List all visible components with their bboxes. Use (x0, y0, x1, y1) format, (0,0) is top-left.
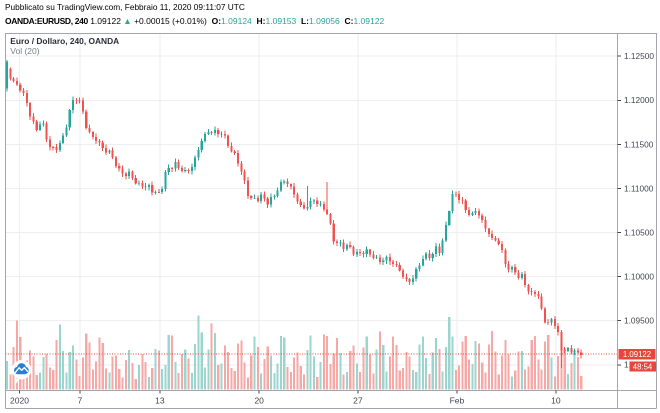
svg-text:Euro / Dollaro, 240, OANDA: Euro / Dollaro, 240, OANDA (10, 36, 119, 46)
svg-text:1.12000: 1.12000 (624, 95, 654, 105)
svg-text:2020: 2020 (10, 396, 29, 406)
svg-text:1.11500: 1.11500 (624, 139, 654, 149)
svg-text:Feb: Feb (450, 396, 465, 406)
svg-text:1.11000: 1.11000 (624, 183, 654, 193)
svg-text:20: 20 (254, 396, 264, 406)
svg-text:Vol (20): Vol (20) (10, 46, 39, 56)
svg-text:48:54: 48:54 (633, 362, 653, 371)
svg-text:1.09122: 1.09122 (623, 350, 651, 359)
svg-text:1.10500: 1.10500 (624, 228, 654, 238)
svg-text:10: 10 (551, 396, 561, 406)
svg-text:27: 27 (353, 396, 363, 406)
svg-text:7: 7 (78, 396, 83, 406)
svg-text:13: 13 (155, 396, 165, 406)
svg-text:1.12500: 1.12500 (624, 51, 654, 61)
svg-text:1.09500: 1.09500 (624, 316, 654, 326)
svg-text:1.10000: 1.10000 (624, 272, 654, 282)
